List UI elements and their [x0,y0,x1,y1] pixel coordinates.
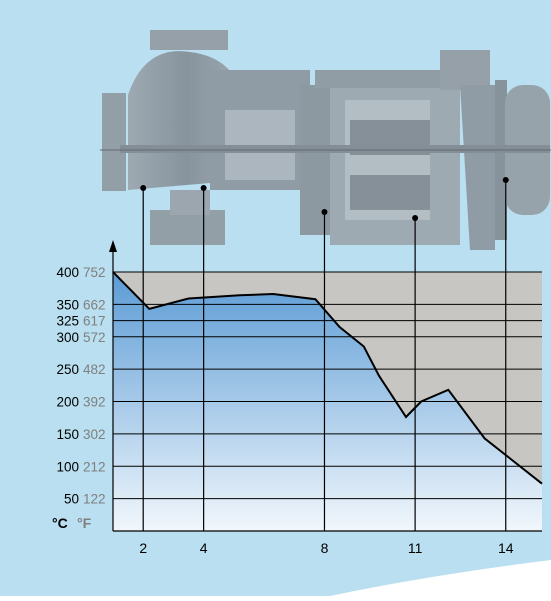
y-tick-celsius-400: 400 [56,265,79,280]
y-tick-fahrenheit-122: 122 [83,492,106,507]
y-tick-fahrenheit-482: 482 [83,362,106,377]
celsius-unit-label: °C [52,515,68,531]
pump-cross-section-drawing [100,30,551,250]
callout-dot-8 [321,209,328,215]
fahrenheit-unit-label: °F [77,515,92,531]
y-tick-fahrenheit-662: 662 [83,297,106,312]
y-tick-celsius-350: 350 [56,297,79,312]
callout-dot-4 [200,185,207,191]
y-tick-celsius-300: 300 [56,330,79,345]
y-tick-fahrenheit-212: 212 [83,459,106,474]
x-tick-labels: 2 4 8 11 14 [139,540,513,556]
callout-lines [140,177,509,531]
callout-dot-2 [140,185,147,191]
x-tick-8: 8 [321,540,329,556]
x-tick-4: 4 [200,540,208,556]
y-tick-fahrenheit-617: 617 [83,314,106,329]
callout-dot-11 [412,215,419,221]
temperature-line-layer [112,271,543,485]
y-tick-celsius-250: 250 [56,362,79,377]
y-tick-celsius-200: 200 [56,395,79,410]
callout-dot-14 [502,177,509,183]
axes [109,240,542,532]
x-tick-11: 11 [408,540,423,556]
gridlines [113,271,542,500]
y-tick-celsius-50: 50 [64,492,79,507]
y-tick-fahrenheit-392: 392 [83,395,106,410]
x-tick-2: 2 [139,540,147,556]
y-axis-arrow [109,240,117,252]
temperature-line [112,271,543,485]
y-tick-fahrenheit-572: 572 [83,330,106,345]
x-tick-14: 14 [498,540,514,556]
y-tick-fahrenheit-302: 302 [83,427,106,442]
y-tick-celsius-150: 150 [56,427,79,442]
y-tick-labels: 50 122 100 212 150 302 200 392 250 482 300 572 325 61… [56,265,105,507]
y-tick-celsius-325: 325 [56,314,79,329]
y-tick-fahrenheit-752: 752 [83,265,106,280]
y-tick-celsius-100: 100 [56,459,79,474]
